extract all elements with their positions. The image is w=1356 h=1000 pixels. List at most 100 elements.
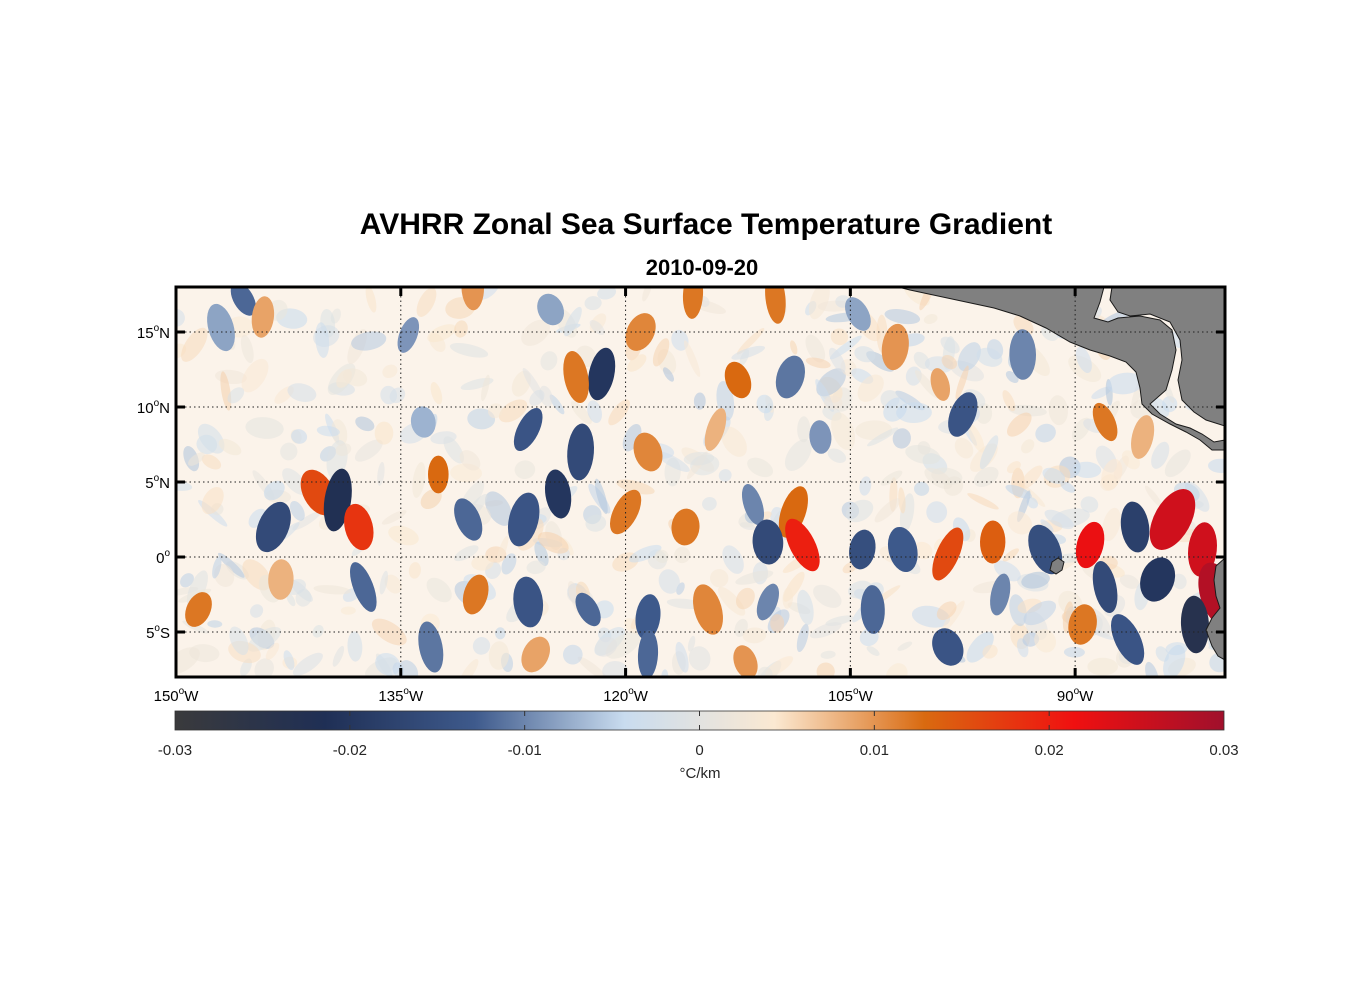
gradient-feature: [454, 498, 483, 541]
gradient-feature: [741, 484, 765, 525]
gradient-speckle: [880, 470, 903, 486]
gradient-speckle: [913, 541, 933, 560]
gradient-feature: [756, 583, 780, 621]
gradient-feature: [637, 630, 659, 677]
gradient-speckle: [577, 656, 608, 677]
gradient-speckle: [702, 496, 717, 511]
gradient-feature: [724, 361, 752, 399]
gradient-feature: [1075, 521, 1105, 569]
gradient-speckle: [526, 560, 546, 575]
colorbar-ticks: -0.03 -0.02 -0.01 0 0.01 0.02 0.03: [158, 711, 1239, 759]
gradient-speckle: [693, 392, 706, 410]
gradient-speckle: [627, 354, 647, 372]
gradient-speckle: [940, 336, 960, 354]
gradient-speckle: [1208, 458, 1225, 474]
gradient-speckle: [1060, 481, 1076, 493]
gradient-speckle: [884, 309, 921, 325]
gradient-feature: [462, 574, 489, 615]
gradient-speckle: [229, 626, 249, 656]
gradient-speckle: [658, 569, 680, 594]
gradient-speckle: [616, 479, 655, 495]
gradient-speckle: [412, 462, 426, 498]
gradient-feature: [1180, 595, 1210, 654]
gradient-speckle: [662, 367, 675, 382]
gradient-speckle: [283, 650, 295, 671]
gradient-speckle: [286, 593, 296, 607]
gradient-speckle: [828, 347, 846, 373]
gradient-speckle: [534, 541, 549, 567]
gradient-speckle: [674, 546, 691, 564]
gradient-speckle: [218, 438, 242, 456]
galapagos-island: [1049, 557, 1065, 575]
gradient-speckle: [488, 641, 510, 670]
gradient-feature: [410, 406, 436, 438]
gradient-feature: [1009, 329, 1037, 380]
gradient-speckle: [347, 631, 363, 662]
gradient-speckle: [332, 645, 345, 667]
gradient-speckle: [430, 382, 443, 405]
figure-subtitle: 2010-09-20: [646, 255, 759, 280]
gradient-speckle: [966, 631, 994, 663]
gradient-speckle: [316, 425, 340, 437]
gradient-speckle: [1164, 449, 1191, 478]
gradient-speckle: [885, 663, 908, 677]
gradient-speckle: [312, 625, 324, 638]
land-mask: [897, 287, 1225, 661]
gradient-speckle: [1007, 511, 1033, 535]
gradient-speckle: [241, 358, 269, 393]
gradient-speckle: [570, 401, 592, 425]
gradient-feature: [948, 392, 978, 437]
gradient-speckle: [1048, 395, 1068, 426]
colorbar-label: °C/km: [680, 765, 721, 782]
gradient-speckle: [736, 328, 765, 355]
gradient-speckle: [471, 555, 494, 571]
gradient-speckle: [722, 545, 744, 574]
gradient-speckle: [605, 632, 641, 659]
gradient-feature: [513, 408, 543, 451]
gradient-speckle: [1007, 412, 1032, 437]
gradient-speckle: [454, 320, 468, 338]
gradient-speckle: [608, 399, 630, 426]
gradient-feature: [521, 636, 550, 673]
map-frame: [174, 285, 1227, 679]
gradient-speckle: [968, 423, 985, 453]
gradient-speckle: [549, 394, 565, 415]
gradient-speckle: [805, 334, 826, 363]
gradient-feature: [693, 584, 723, 635]
gradient-speckle: [831, 412, 856, 451]
gradient-speckle: [1005, 484, 1032, 499]
gradient-speckle: [683, 340, 701, 377]
gradient-speckle: [809, 622, 842, 639]
colorbar-tick-label: 0.01: [860, 742, 889, 759]
gradient-feature: [682, 287, 704, 319]
gradient-speckle: [1044, 509, 1074, 530]
gradient-speckle: [898, 487, 906, 514]
gradient-speckle: [481, 374, 490, 402]
gradient-speckle: [207, 620, 223, 628]
gradient-feature: [1110, 614, 1145, 665]
gradient-speckle: [955, 365, 969, 400]
gradient-speckle: [655, 549, 669, 564]
longitude-label: 120oW: [603, 686, 649, 705]
gradient-speckle: [914, 370, 940, 399]
gradient-speckle: [382, 364, 398, 379]
gradient-feature: [507, 492, 540, 547]
gradient-speckle: [823, 395, 843, 410]
gradient-speckle: [315, 322, 330, 358]
gradient-speckle: [354, 439, 383, 462]
gradient-speckle: [1144, 485, 1163, 508]
gradient-speckle: [240, 334, 254, 364]
gradient-feature: [671, 508, 700, 546]
gradient-speckle: [675, 641, 689, 673]
gradient-speckle: [250, 604, 264, 618]
gradient-feature: [587, 347, 616, 401]
gradient-speckle: [1080, 496, 1099, 513]
gradient-feature: [809, 420, 832, 454]
gradient-speckle: [874, 498, 901, 523]
gradient-speckle: [926, 501, 948, 523]
gradient-speckle: [514, 460, 536, 480]
gradient-feature: [251, 296, 275, 338]
gradient-feature: [268, 559, 294, 600]
gradient-feature: [1092, 560, 1118, 614]
gradient-speckle: [845, 499, 874, 523]
